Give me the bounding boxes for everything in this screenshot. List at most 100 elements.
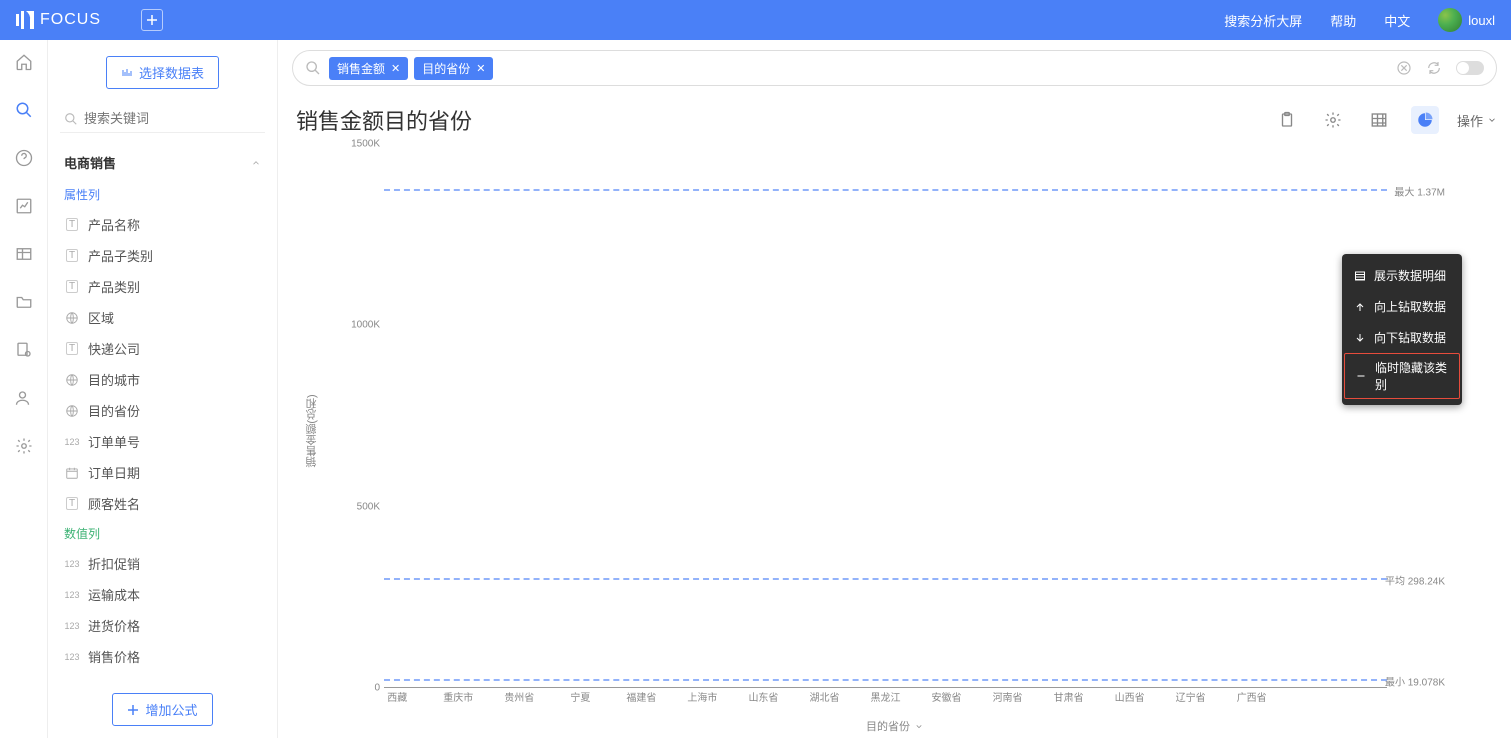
field-item[interactable]: 123 进货价格 bbox=[60, 610, 265, 641]
x-tick: 重庆市 bbox=[443, 689, 473, 704]
sidebar-section-title[interactable]: 电商销售 bbox=[60, 145, 265, 180]
user-menu[interactable]: louxl bbox=[1438, 8, 1495, 32]
field-item[interactable]: T产品类别 bbox=[60, 271, 265, 302]
add-formula-button[interactable]: 增加公式 bbox=[112, 693, 212, 726]
field-item[interactable]: T产品名称 bbox=[60, 209, 265, 240]
folder-icon[interactable] bbox=[14, 292, 34, 312]
min-line bbox=[384, 679, 1387, 681]
query-tag[interactable]: 销售金额✕ bbox=[329, 57, 408, 80]
nav-help[interactable]: 帮助 bbox=[1330, 11, 1356, 30]
field-label: 订单单号 bbox=[88, 432, 140, 451]
x-tick: 西藏 bbox=[387, 689, 407, 704]
x-tick: 福建省 bbox=[626, 689, 656, 704]
sidebar-search-input[interactable] bbox=[84, 111, 261, 126]
avg-line bbox=[384, 578, 1387, 580]
clear-query-icon[interactable] bbox=[1396, 60, 1412, 76]
field-item[interactable]: 区域 bbox=[60, 302, 265, 333]
field-item[interactable]: T 顾客姓名 bbox=[60, 488, 265, 519]
y-tick: 1000K bbox=[344, 320, 380, 331]
refresh-icon[interactable] bbox=[1426, 60, 1442, 76]
field-label: 产品名称 bbox=[88, 215, 140, 234]
field-type-icon: 123 bbox=[64, 556, 80, 572]
field-type-icon bbox=[64, 403, 80, 419]
field-type-icon: T bbox=[64, 341, 80, 357]
home-icon[interactable] bbox=[14, 52, 34, 72]
field-item[interactable]: T快递公司 bbox=[60, 333, 265, 364]
field-type-icon: 123 bbox=[64, 434, 80, 450]
nav-language[interactable]: 中文 bbox=[1384, 11, 1410, 30]
table-view-icon[interactable] bbox=[1365, 106, 1393, 134]
users-icon[interactable] bbox=[14, 388, 34, 408]
context-menu-icon bbox=[1354, 301, 1366, 313]
x-axis-label[interactable]: 目的省份 bbox=[866, 718, 923, 734]
settings-icon[interactable] bbox=[1319, 106, 1347, 134]
x-tick: 黑龙江 bbox=[871, 689, 901, 704]
chart-icon[interactable] bbox=[14, 196, 34, 216]
new-tab-button[interactable] bbox=[141, 9, 163, 31]
x-tick: 山东省 bbox=[748, 689, 778, 704]
chart-view-icon[interactable] bbox=[1411, 106, 1439, 134]
table-icon[interactable] bbox=[14, 244, 34, 264]
field-label: 产品子类别 bbox=[88, 246, 153, 265]
field-item[interactable]: 目的城市 bbox=[60, 364, 265, 395]
y-axis-label: 销售金额(总和) bbox=[304, 394, 320, 467]
context-menu-icon bbox=[1354, 332, 1366, 344]
chart-title: 销售金额目的省份 bbox=[296, 104, 472, 136]
query-tag[interactable]: 目的省份✕ bbox=[414, 57, 493, 80]
field-type-icon: T bbox=[64, 248, 80, 264]
avg-label: 平均 298.24K bbox=[1385, 572, 1445, 587]
field-item[interactable]: 123运输成本 bbox=[60, 579, 265, 610]
chart-plot[interactable]: 西藏重庆市贵州省宁夏福建省上海市山东省湖北省黑龙江安徽省河南省甘肃省山西省辽宁省… bbox=[384, 144, 1387, 688]
operations-dropdown[interactable]: 操作 bbox=[1457, 111, 1497, 130]
nav-search-screen[interactable]: 搜索分析大屏 bbox=[1224, 11, 1302, 30]
context-menu: 展示数据明细向上钻取数据向下钻取数据临时隐藏该类别 bbox=[1342, 254, 1462, 405]
field-label: 进货价格 bbox=[88, 616, 140, 635]
brand-logo[interactable]: FOCUS bbox=[16, 11, 101, 29]
field-label: 产品类别 bbox=[88, 277, 140, 296]
main-area: 销售金额✕目的省份✕ 销售金额目的省份 操作 bbox=[278, 40, 1511, 738]
nav-rail bbox=[0, 40, 48, 738]
x-tick: 宁夏 bbox=[570, 689, 590, 704]
remove-tag-icon[interactable]: ✕ bbox=[476, 62, 485, 75]
query-bar[interactable]: 销售金额✕ 目的省份✕ bbox=[292, 50, 1497, 86]
x-tick: 广西省 bbox=[1237, 689, 1267, 704]
field-item[interactable]: 目的省份 bbox=[60, 395, 265, 426]
gear-icon[interactable] bbox=[14, 436, 34, 456]
y-tick: 0 bbox=[344, 683, 380, 694]
sidebar-search[interactable] bbox=[60, 105, 265, 133]
field-item[interactable]: 123 订单单号 bbox=[60, 426, 265, 457]
field-label: 订单日期 bbox=[88, 463, 140, 482]
x-tick: 河南省 bbox=[993, 689, 1023, 704]
help-icon[interactable] bbox=[14, 148, 34, 168]
field-item[interactable]: 123折扣促销 bbox=[60, 548, 265, 579]
context-menu-item[interactable]: 向下钻取数据 bbox=[1342, 322, 1462, 353]
context-menu-item[interactable]: 向上钻取数据 bbox=[1342, 291, 1462, 322]
logo-icon bbox=[16, 11, 34, 29]
field-label: 目的城市 bbox=[88, 370, 140, 389]
config-icon[interactable] bbox=[14, 340, 34, 360]
select-table-button[interactable]: 选择数据表 bbox=[106, 56, 219, 89]
query-toggle[interactable] bbox=[1456, 61, 1484, 75]
y-tick: 500K bbox=[344, 501, 380, 512]
chevron-down-icon bbox=[914, 722, 923, 731]
field-type-icon: 123 bbox=[64, 618, 80, 634]
x-tick: 甘肃省 bbox=[1054, 689, 1084, 704]
context-menu-item[interactable]: 临时隐藏该类别 bbox=[1344, 353, 1460, 399]
clipboard-icon[interactable] bbox=[1273, 106, 1301, 134]
search-icon[interactable] bbox=[14, 100, 34, 120]
max-line bbox=[384, 189, 1387, 191]
app-header: FOCUS 搜索分析大屏 帮助 中文 louxl bbox=[0, 0, 1511, 40]
field-item[interactable]: T 产品子类别 bbox=[60, 240, 265, 271]
field-item[interactable]: 123销售价格 bbox=[60, 641, 265, 672]
field-label: 目的省份 bbox=[88, 401, 140, 420]
field-type-icon: T bbox=[64, 496, 80, 512]
field-item[interactable]: 订单日期 bbox=[60, 457, 265, 488]
field-type-icon bbox=[64, 310, 80, 326]
field-label: 顾客姓名 bbox=[88, 494, 140, 513]
attr-section-label: 属性列 bbox=[60, 180, 265, 209]
context-menu-item[interactable]: 展示数据明细 bbox=[1342, 260, 1462, 291]
x-tick: 安徽省 bbox=[932, 689, 962, 704]
remove-tag-icon[interactable]: ✕ bbox=[391, 62, 400, 75]
brand-text: FOCUS bbox=[40, 11, 101, 29]
avatar bbox=[1438, 8, 1462, 32]
